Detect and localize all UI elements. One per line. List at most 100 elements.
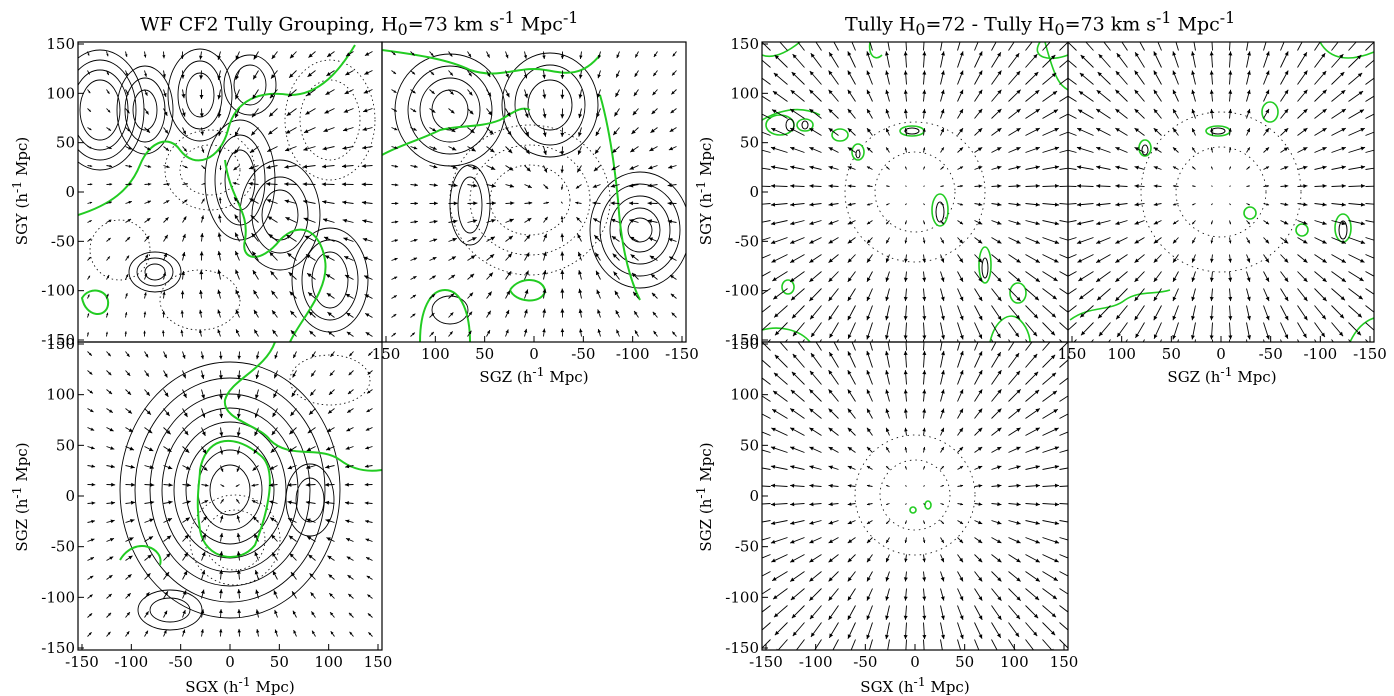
velocity-arrow — [1059, 185, 1068, 187]
velocity-arrowhead — [1322, 277, 1327, 282]
velocity-arrowhead — [809, 539, 814, 544]
velocity-arrowhead — [413, 238, 418, 243]
velocity-arrowhead — [87, 313, 90, 316]
velocity-arrowhead — [412, 109, 417, 112]
velocity-arrowhead — [977, 128, 983, 133]
velocity-arrow — [1068, 149, 1077, 153]
velocity-arrowhead — [903, 389, 908, 394]
dotted-underdense-contours — [449, 124, 611, 276]
velocity-arrowhead — [303, 147, 308, 151]
velocity-arrowhead — [1172, 128, 1177, 133]
velocity-arrowhead — [1191, 296, 1196, 302]
velocity-arrowhead — [959, 596, 964, 601]
velocity-arrowhead — [486, 54, 490, 58]
velocity-arrowhead — [414, 220, 418, 224]
velocity-arrowhead — [365, 332, 370, 336]
velocity-arrowhead — [343, 127, 348, 132]
velocity-arrow — [1365, 203, 1374, 205]
velocity-arrowhead — [164, 591, 168, 596]
velocity-arrowhead — [220, 468, 224, 472]
velocity-arrowhead — [847, 427, 853, 433]
velocity-arrowhead — [434, 201, 438, 206]
velocity-arrowhead — [453, 183, 458, 188]
x-tick-label: -50 — [571, 345, 595, 363]
velocity-arrowhead — [1059, 240, 1063, 244]
velocity-arrowhead — [490, 166, 496, 170]
velocity-arrowhead — [1096, 221, 1101, 226]
y-tick-label: 150 — [46, 35, 75, 53]
velocity-arrowhead — [89, 613, 93, 617]
velocity-arrowhead — [1191, 89, 1196, 95]
velocity-arrowhead — [109, 556, 114, 560]
velocity-arrowhead — [1340, 72, 1345, 77]
right-title-sub1: 0 — [915, 20, 926, 40]
velocity-arrowhead — [509, 183, 515, 188]
velocity-arrowhead — [1072, 447, 1076, 451]
velocity-arrowhead — [612, 253, 617, 258]
velocity-arrowhead — [325, 464, 330, 469]
velocity-arrowhead — [597, 309, 601, 314]
velocity-arrowhead — [1360, 240, 1366, 244]
velocity-arrowhead — [923, 222, 925, 225]
velocity-arrowhead — [1228, 33, 1232, 37]
right-sgy-axis-label: SGY (h-1 Mpc) — [693, 121, 715, 261]
axis-label-tail: Mpc) — [1232, 368, 1277, 386]
velocity-arrowhead — [866, 350, 871, 356]
velocity-arrowhead — [1228, 240, 1232, 244]
velocity-arrowhead — [236, 551, 241, 556]
velocity-arrow — [832, 639, 839, 650]
velocity-arrowhead — [203, 516, 207, 521]
velocity-arrowhead — [866, 221, 871, 225]
velocity-arrowhead — [754, 558, 758, 562]
velocity-arrowhead — [288, 272, 293, 277]
velocity-arrowhead — [903, 615, 908, 620]
velocity-arrowhead — [1053, 576, 1058, 581]
velocity-arrowhead — [828, 370, 833, 375]
velocity-arrow — [887, 42, 890, 51]
velocity-arrowhead — [200, 215, 205, 219]
velocity-arrowhead — [1118, 36, 1122, 40]
velocity-arrowhead — [866, 315, 871, 321]
velocity-arrowhead — [269, 251, 274, 257]
velocity-arrowhead — [289, 73, 294, 78]
velocity-arrowhead — [542, 94, 547, 99]
velocity-arrowhead — [978, 184, 983, 188]
velocity-arrowhead — [471, 147, 476, 152]
y-tick-label: -50 — [51, 538, 75, 556]
velocity-arrowhead — [182, 393, 187, 398]
velocity-arrowhead — [146, 391, 150, 396]
velocity-arrowhead — [809, 165, 814, 170]
velocity-arrowhead — [201, 394, 205, 399]
velocity-arrowhead — [651, 292, 656, 297]
velocity-arrowhead — [251, 233, 256, 238]
velocity-arrowhead — [200, 131, 204, 136]
velocity-arrowhead — [302, 164, 308, 169]
dotted-rings — [844, 121, 986, 263]
velocity-arrowhead — [542, 251, 547, 257]
velocity-arrowhead — [905, 466, 907, 468]
velocity-arrowhead — [1246, 70, 1251, 75]
velocity-arrowhead — [218, 214, 222, 219]
velocity-arrowhead — [904, 427, 908, 432]
velocity-arrowhead — [431, 313, 435, 317]
velocity-arrowhead — [89, 128, 92, 131]
velocity-arrowhead — [489, 130, 494, 135]
velocity-arrowhead — [978, 577, 983, 582]
velocity-arrowhead — [330, 631, 334, 635]
velocity-arrow — [1068, 271, 1077, 277]
velocity-arrowhead — [505, 329, 509, 334]
velocity-arrowhead — [575, 201, 579, 205]
velocity-arrow — [1068, 42, 1077, 51]
velocity-arrowhead — [490, 148, 495, 153]
velocity-arrowhead — [1115, 258, 1120, 263]
velocity-arrowhead — [1210, 147, 1214, 150]
velocity-arrowhead — [1322, 184, 1327, 189]
velocity-arrowhead — [109, 538, 115, 542]
velocity-arrowhead — [143, 311, 147, 315]
velocity-arrowhead — [593, 167, 599, 172]
velocity-arrowhead — [546, 201, 549, 205]
velocity-arrowhead — [1172, 108, 1177, 114]
velocity-arrowhead — [648, 237, 654, 242]
velocity-arrowhead — [111, 482, 116, 487]
velocity-arrowhead — [1153, 315, 1158, 321]
